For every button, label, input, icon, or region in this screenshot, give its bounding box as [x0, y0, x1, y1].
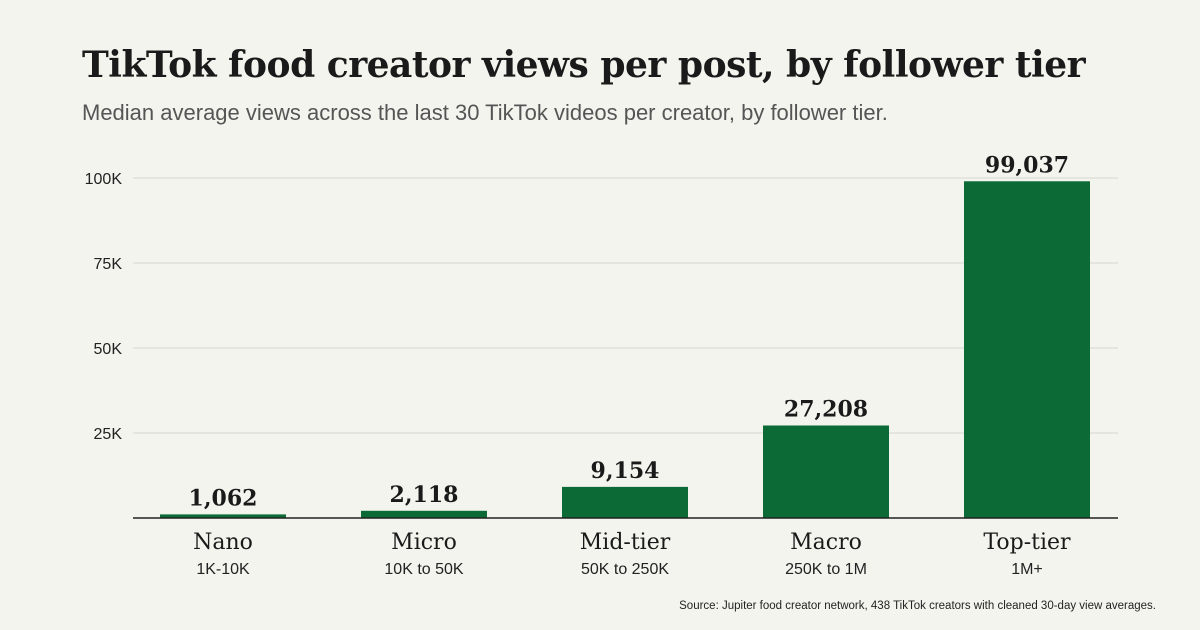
bar: [160, 514, 286, 518]
bar: [964, 181, 1090, 518]
x-tick-label: Micro: [391, 530, 457, 555]
x-tick-label: Top-tier: [983, 530, 1071, 555]
x-tick-sublabel: 250K to 1M: [785, 561, 867, 578]
bar: [562, 486, 688, 518]
y-tick-label: 100K: [85, 171, 123, 188]
bar: [361, 510, 487, 518]
value-label: 9,154: [591, 458, 660, 484]
x-tick-label: Nano: [193, 530, 253, 555]
y-tick-label: 75K: [94, 256, 123, 273]
x-tick-sublabel: 1M+: [1011, 561, 1043, 578]
x-tick-sublabel: 10K to 50K: [384, 561, 464, 578]
source-note: Source: Jupiter food creator network, 43…: [679, 600, 1156, 612]
chart-subtitle: Median average views across the last 30 …: [82, 100, 888, 125]
x-tick-sublabel: 50K to 250K: [581, 561, 669, 578]
x-tick-sublabel: 1K-10K: [196, 561, 250, 578]
x-tick-label: Macro: [790, 530, 862, 555]
chart-title: TikTok food creator views per post, by f…: [82, 44, 1086, 86]
y-tick-label: 25K: [94, 426, 123, 443]
y-tick-label: 50K: [94, 341, 123, 358]
value-label: 99,037: [985, 152, 1069, 178]
x-tick-label: Mid-tier: [580, 530, 671, 555]
value-label: 1,062: [189, 485, 258, 511]
value-label: 27,208: [784, 396, 868, 422]
bar: [763, 425, 889, 518]
value-label: 2,118: [390, 482, 459, 508]
